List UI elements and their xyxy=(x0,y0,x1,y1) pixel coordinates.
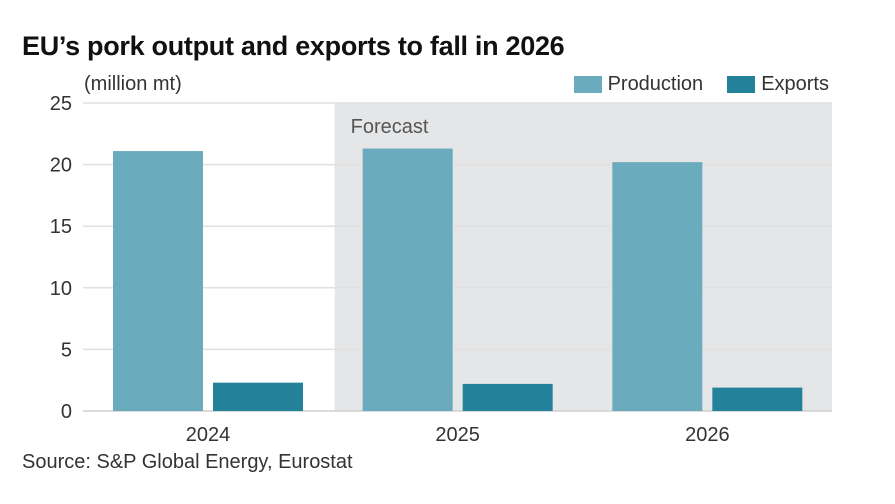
legend-swatch-production xyxy=(573,76,602,93)
x-tick-label: 2024 xyxy=(186,424,231,446)
bar-production-2024 xyxy=(113,151,203,411)
bar-exports-2024 xyxy=(213,382,303,411)
chart-title: EU’s pork output and exports to fall in … xyxy=(22,31,565,61)
bar-production-2026 xyxy=(612,162,703,411)
legend: Production Exports xyxy=(550,73,829,96)
forecast-label: Forecast xyxy=(351,116,429,138)
source-note: Source: S&P Global Energy, Eurostat xyxy=(22,451,353,473)
y-tick-label: 10 xyxy=(50,278,72,300)
y-tick-label: 25 xyxy=(50,93,72,115)
y-tick-label: 0 xyxy=(61,401,72,423)
bar-production-2025 xyxy=(362,148,453,412)
y-tick-label: 20 xyxy=(50,155,72,177)
bar-exports-2026 xyxy=(712,387,803,411)
legend-label-exports: Exports xyxy=(761,73,829,95)
bar-exports-2025 xyxy=(462,383,553,411)
legend-item-production: Production xyxy=(573,73,704,96)
legend-label-production: Production xyxy=(607,73,704,95)
legend-swatch-exports xyxy=(727,76,756,93)
x-tick-label: 2026 xyxy=(685,424,730,446)
y-axis-unit-label: (million mt) xyxy=(84,73,182,95)
y-tick-label: 5 xyxy=(61,339,72,361)
x-tick-label: 2025 xyxy=(435,424,480,446)
y-tick-label: 15 xyxy=(50,216,72,238)
legend-item-exports: Exports xyxy=(727,73,829,96)
